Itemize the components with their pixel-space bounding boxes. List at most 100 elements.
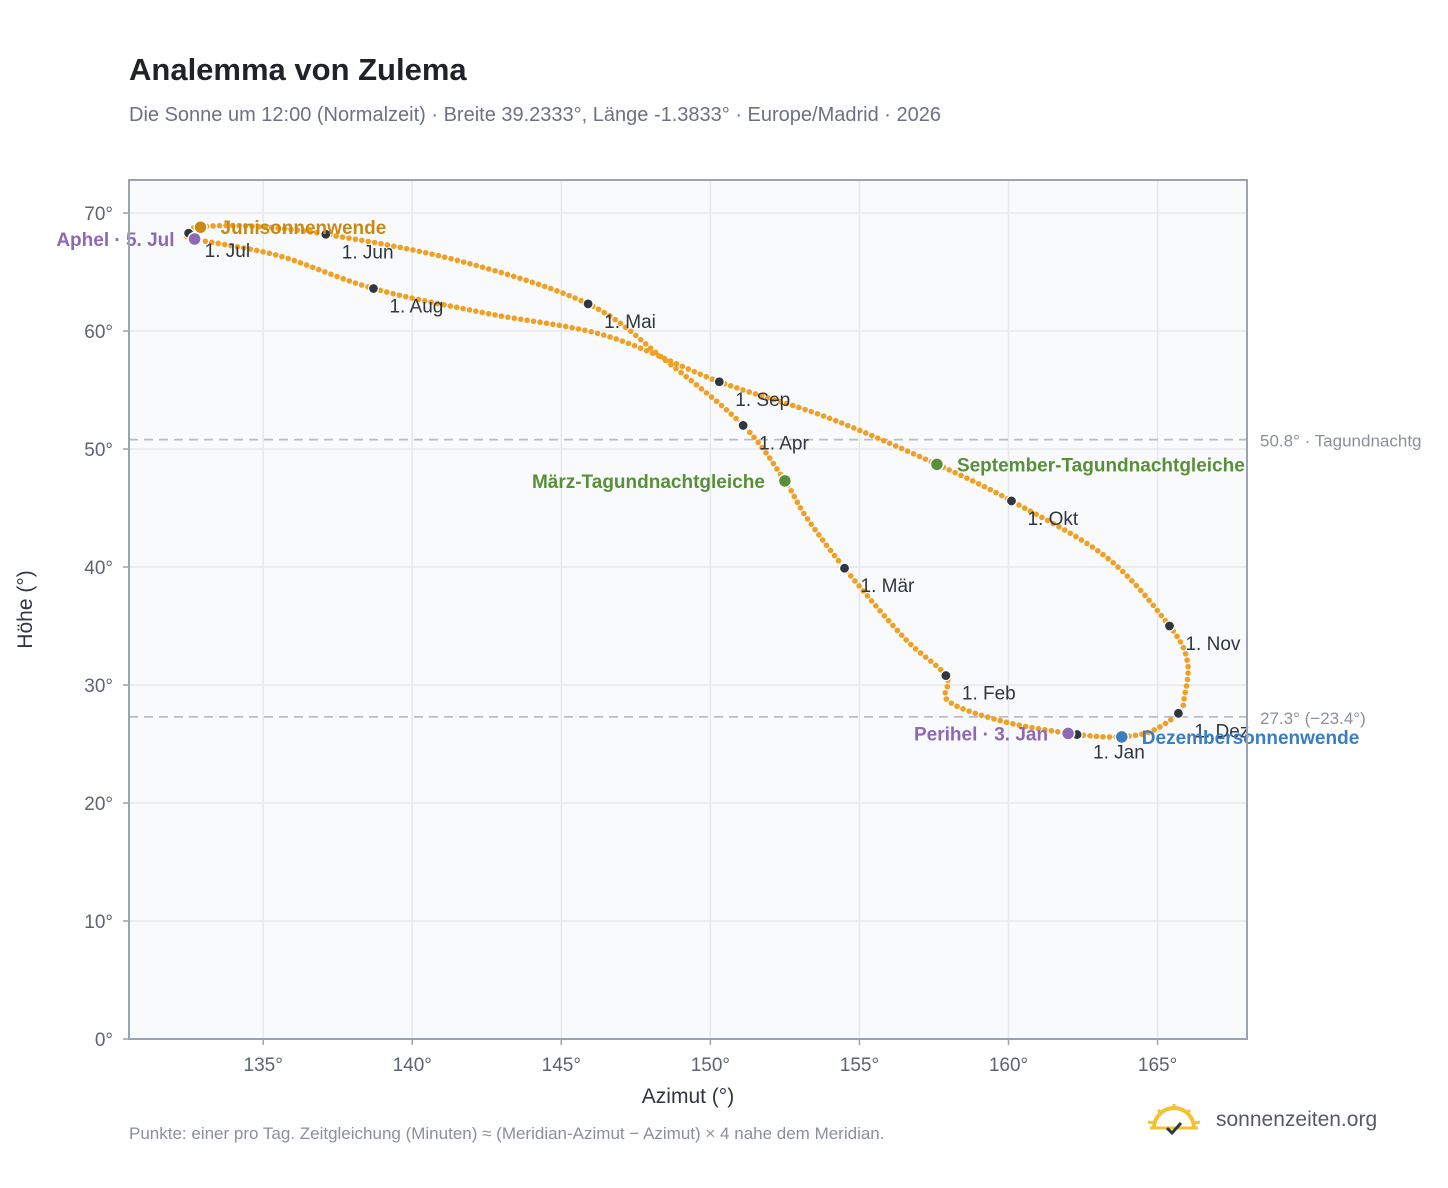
analemma-day-point [346, 235, 352, 241]
analemma-day-point [309, 264, 316, 271]
analemma-day-point [649, 350, 656, 357]
analemma-day-point [1084, 540, 1090, 547]
analemma-day-point [1133, 582, 1140, 589]
y-tick-label: 20° [84, 794, 113, 815]
analemma-day-point [1180, 644, 1187, 651]
analemma-day-point [1003, 719, 1010, 726]
analemma-day-point [759, 444, 765, 451]
analemma-day-point [291, 257, 298, 264]
event-marker [193, 219, 208, 235]
analemma-day-point [397, 244, 404, 251]
analemma-day-point [1115, 564, 1121, 570]
analemma-day-point [733, 415, 739, 422]
analemma-day-point [637, 345, 644, 351]
month-marker-label: 1. Okt [1027, 509, 1078, 530]
brand-name[interactable]: sonnenzeiten.org [1216, 1108, 1378, 1131]
analemma-day-point [492, 312, 498, 318]
analemma-day-point [752, 391, 759, 397]
analemma-day-point [904, 448, 911, 454]
analemma-day-point [396, 292, 403, 298]
month-marker [367, 282, 380, 295]
analemma-day-point [922, 456, 929, 462]
analemma-day-point [718, 402, 725, 409]
analemma-day-point [473, 308, 479, 314]
analemma-day-point [415, 296, 422, 303]
event-label: Aphel · 5. Jul [56, 230, 174, 251]
month-marker [737, 419, 749, 432]
analemma-day-point [1139, 731, 1145, 737]
analemma-day-point [479, 264, 486, 270]
analemma-day-point [693, 381, 700, 388]
analemma-day-point [352, 236, 359, 243]
analemma-day-point [253, 247, 260, 254]
analemma-day-point [844, 422, 851, 429]
analemma-day-point [1158, 612, 1165, 619]
analemma-day-point [1067, 530, 1074, 537]
analemma-day-point [453, 304, 460, 311]
analemma-day-point [434, 300, 441, 307]
analemma-day-point [578, 297, 584, 304]
analemma-day-point [275, 225, 281, 231]
analemma-day-point [1180, 702, 1187, 709]
y-tick-label: 50° [84, 440, 113, 461]
analemma-day-point [523, 277, 529, 284]
x-tick-label: 140° [393, 1055, 432, 1076]
analemma-day-point [723, 406, 730, 413]
analemma-day-point [869, 432, 875, 439]
y-tick-label: 40° [84, 558, 113, 579]
analemma-day-point [358, 282, 365, 288]
analemma-day-point [1094, 547, 1101, 554]
month-marker-label: 1. Feb [962, 684, 1016, 705]
analemma-day-point [886, 440, 893, 447]
analemma-day-point [529, 279, 536, 286]
analemma-day-point [410, 247, 416, 253]
analemma-day-point [340, 275, 346, 282]
analemma-day-point [328, 271, 334, 278]
analemma-day-point [1185, 670, 1191, 676]
analemma-day-point [236, 222, 242, 229]
analemma-day-point [1100, 733, 1106, 740]
analemma-day-point [912, 646, 919, 652]
event-label: Junisonnenwende [221, 218, 387, 239]
analemma-day-point [734, 385, 740, 391]
analemma-day-point [1050, 520, 1057, 527]
analemma-day-point [777, 398, 784, 405]
analemma-day-point [1078, 537, 1085, 543]
analemma-day-point [242, 223, 249, 229]
analemma-day-point [774, 466, 780, 472]
analemma-day-point [927, 658, 934, 664]
analemma-day-point [796, 404, 802, 411]
analemma-day-point [556, 322, 563, 329]
analemma-day-point [751, 434, 757, 441]
analemma-day-point [708, 394, 715, 400]
y-tick-label: 10° [84, 912, 113, 933]
analemma-day-point [647, 345, 654, 351]
analemma-day-point [1137, 587, 1144, 594]
analemma-day-point [1146, 597, 1152, 604]
event-marker [777, 473, 793, 489]
analemma-day-point [572, 295, 578, 301]
month-marker-label: 1. Nov [1185, 634, 1240, 655]
analemma-day-point [763, 449, 769, 456]
analemma-day-point [832, 417, 839, 424]
chart-title: Analemma von Zulema [129, 52, 467, 87]
analemma-day-point [960, 706, 966, 712]
analemma-day-point [755, 439, 761, 446]
analemma-day-point [268, 224, 275, 231]
analemma-day-point [1033, 511, 1039, 518]
analemma-day-point [422, 298, 428, 304]
brand[interactable]: sonnenzeiten.org [1146, 1102, 1377, 1138]
reference-line-label: 27.3° (−23.4°) [1260, 709, 1366, 728]
analemma-day-point [315, 266, 322, 273]
analemma-day-point [944, 683, 951, 690]
analemma-day-point [447, 303, 454, 309]
analemma-day-point [550, 321, 556, 328]
analemma-day-point [908, 641, 914, 648]
analemma-day-point [1157, 724, 1163, 730]
analemma-day-point [1073, 533, 1079, 540]
analemma-day-point [713, 398, 720, 405]
analemma-day-point [1054, 728, 1061, 735]
analemma-day-point [607, 334, 613, 340]
analemma-day-point [794, 499, 801, 506]
analemma-day-point [697, 371, 704, 378]
